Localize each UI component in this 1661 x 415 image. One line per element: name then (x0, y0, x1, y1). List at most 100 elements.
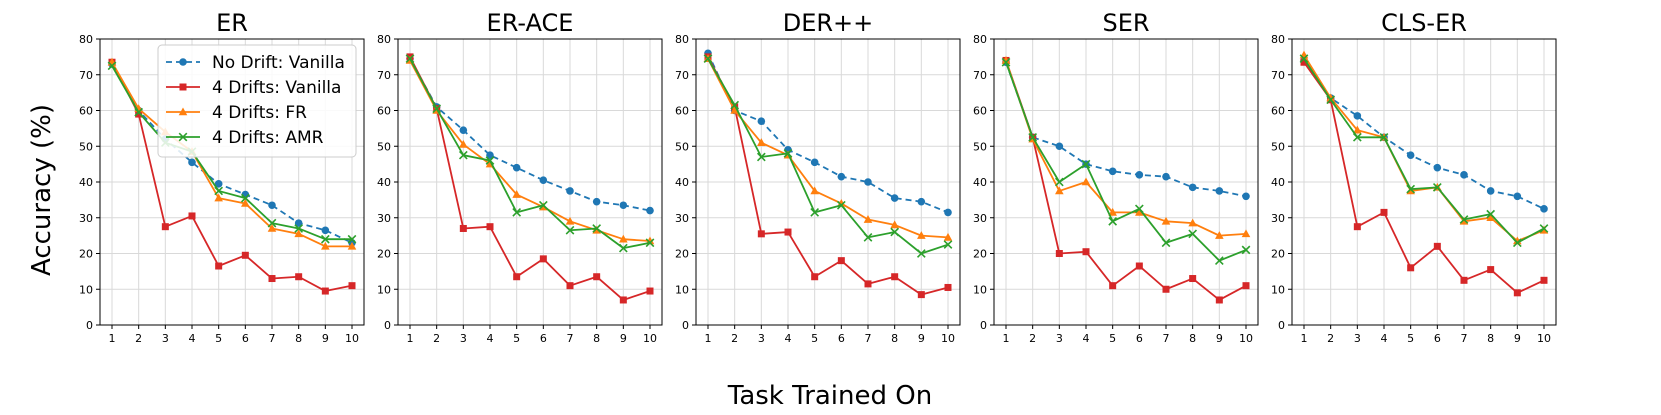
y-tick-label: 80 (675, 33, 689, 46)
data-point (1486, 213, 1495, 222)
y-tick-label: 20 (973, 248, 987, 261)
y-tick-label: 70 (973, 69, 987, 82)
data-point (943, 240, 953, 249)
x-marker-stroke (1054, 177, 1064, 187)
x-tick-label: 4 (189, 332, 196, 345)
legend-marker (178, 107, 188, 116)
legend-marker (179, 83, 187, 91)
x-marker-stroke (1108, 216, 1118, 226)
x-tick-label: 5 (1407, 332, 1414, 345)
y-tick-label: 0 (980, 319, 987, 332)
data-point (1162, 172, 1170, 181)
series-line (707, 58, 949, 255)
x-tick-label: 6 (1136, 332, 1143, 345)
data-point (321, 241, 330, 250)
y-tick-label: 20 (1271, 248, 1285, 261)
data-point (1241, 245, 1251, 255)
data-point (1406, 151, 1415, 159)
data-point (320, 234, 330, 244)
x-marker-stroke (485, 156, 495, 165)
series-line (111, 61, 352, 248)
y-tick-label: 40 (973, 176, 987, 189)
chart-panel-er-ace: ER-ACE 0 10 20 30 40 50 60 70 80 1 2 3 4 5 6 7 8 9 10 (377, 9, 663, 345)
x-marker-stroke (1326, 95, 1336, 105)
data-point (1082, 248, 1090, 256)
x-tick-label: 2 (135, 332, 142, 345)
series-4-drifts-amr (405, 54, 655, 253)
data-point (1353, 112, 1362, 120)
x-marker-stroke (836, 200, 846, 210)
y-tick-label: 10 (973, 283, 987, 296)
legend: No Drift: Vanilla 4 Drifts: Vanilla 4 Drif… (157, 44, 357, 158)
data-point (1028, 132, 1038, 142)
legend-label: 4 Drifts: FR (212, 103, 307, 123)
series-4-drifts-vanilla (406, 53, 654, 304)
data-point (268, 275, 276, 283)
data-point (618, 243, 628, 253)
x-marker-stroke (347, 234, 357, 244)
x-marker-stroke (916, 249, 926, 258)
data-point (1300, 58, 1308, 66)
y-tick-label: 30 (675, 212, 689, 225)
data-point (757, 138, 766, 146)
data-point (539, 176, 548, 185)
y-tick-label: 40 (79, 176, 93, 189)
data-point (512, 163, 521, 172)
y-axis-label: Accuracy (%) (27, 104, 57, 276)
data-point (1188, 229, 1198, 239)
data-point (890, 194, 899, 202)
data-point (538, 200, 548, 210)
data-point (459, 139, 468, 148)
x-tick-label: 10 (941, 332, 955, 345)
data-point (267, 223, 277, 232)
y-tick-label: 40 (1271, 176, 1285, 189)
data-point (1406, 184, 1416, 194)
x-marker-stroke (703, 54, 713, 64)
data-point (215, 262, 223, 270)
y-tick-label: 30 (1271, 212, 1285, 225)
chart-panel-er: ER 0 10 20 30 40 50 60 70 80 1 2 3 4 5 6 7 8 9 10 No Drift: … (79, 9, 365, 345)
series-4-drifts-fr (703, 54, 953, 241)
x-tick-label: 3 (162, 332, 169, 345)
data-point (1433, 163, 1442, 172)
data-point (943, 232, 953, 241)
x-tick-label: 8 (891, 332, 898, 345)
chart-panel-der-: DER++ 0 10 20 30 40 50 60 70 80 1 2 3 4 5 6 7 8 9 10 (675, 9, 961, 345)
data-point (1486, 209, 1496, 219)
data-point (1161, 216, 1171, 225)
data-point (347, 241, 357, 250)
y-tick-label: 30 (973, 212, 987, 225)
x-marker-stroke (756, 152, 766, 162)
legend-box (157, 44, 357, 158)
data-point (214, 193, 223, 202)
data-point (1081, 177, 1091, 186)
series-line (1303, 61, 1545, 294)
data-point (1108, 216, 1118, 226)
x-marker-stroke (538, 200, 548, 210)
x-tick-label: 8 (295, 332, 302, 345)
x-tick-label: 2 (1029, 332, 1036, 345)
data-point (1189, 275, 1197, 283)
data-point (188, 158, 196, 167)
x-marker-stroke (1028, 132, 1038, 142)
x-tick-label: 9 (322, 332, 329, 345)
data-point (1108, 207, 1117, 216)
y-tick-label: 10 (1271, 283, 1285, 296)
data-point (513, 273, 521, 281)
x-marker-stroke (645, 238, 655, 248)
data-point (321, 287, 329, 295)
data-point (810, 186, 819, 195)
data-point (459, 126, 468, 134)
data-point (757, 117, 766, 126)
data-point (1188, 218, 1197, 227)
y-tick-label: 0 (1278, 319, 1285, 332)
data-point (646, 206, 654, 215)
x-tick-label: 8 (1487, 332, 1494, 345)
series-4-drifts-fr (1299, 50, 1549, 245)
legend-marker (179, 58, 187, 66)
x-marker-stroke (458, 150, 468, 160)
data-point (730, 100, 740, 110)
data-point (592, 197, 601, 206)
data-point (646, 287, 654, 295)
series-line (111, 65, 352, 241)
